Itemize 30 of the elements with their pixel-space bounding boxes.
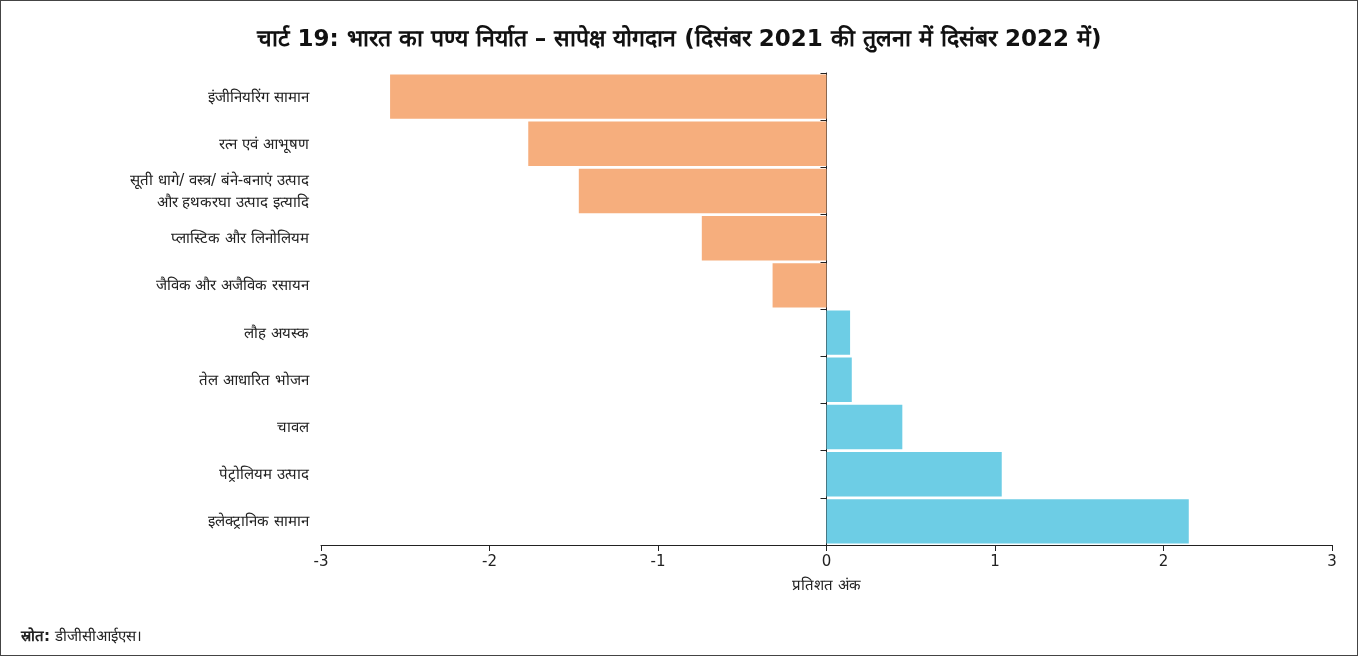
bar	[701, 216, 827, 261]
chart-title: चार्ट 19: भारत का पण्य निर्यात – सापेक्ष योगदान (दिसंबर 2021 की तुलना में दिसंबर 2022 में)	[255, 23, 1102, 53]
y-tick-label: इलेक्ट्रानिक सामान	[208, 512, 310, 531]
bar	[390, 74, 827, 119]
x-tick-label: 2	[1158, 551, 1169, 570]
y-tick-label: पेट्रोलियम उत्पाद	[219, 465, 310, 484]
x-tick-label: 3	[1327, 551, 1337, 570]
bar	[578, 168, 827, 214]
text: स्रोत: डीजीसीआईएस।	[20, 626, 142, 645]
y-tick-label: रत्न एवं आभूषण	[219, 134, 310, 154]
bar	[826, 310, 851, 355]
y-tick-label: चावल	[277, 418, 310, 436]
bar	[826, 499, 1189, 544]
x-axis-title: प्रतिशत अंक	[792, 575, 861, 594]
y-tick-label: जैविक और अजैविक रसायन	[155, 276, 310, 295]
bar	[826, 357, 852, 402]
x-tick-label: -1	[650, 551, 666, 570]
x-tick-label: -2	[482, 551, 497, 570]
x-tick-label: 0	[821, 551, 832, 570]
bar	[826, 452, 1002, 497]
y-tick-label: सूती धागे/ वस्त्र/ बंने-बनाएं उत्पाद और हथकरघा उत्पाद इत्यादि	[130, 171, 310, 211]
y-tick-label: प्लास्टिक और लिनोलियम	[171, 229, 310, 248]
y-tick-label: इंजीनियरिंग सामान	[208, 87, 310, 106]
y-tick-label: तेल आधारित भोजन	[199, 370, 310, 389]
bar	[528, 121, 827, 166]
x-tick-label: 1	[990, 551, 1000, 570]
bar	[826, 404, 903, 450]
x-tick-label: -3	[313, 551, 329, 570]
y-tick-label: लौह अयस्क	[244, 323, 309, 342]
bar	[772, 263, 827, 308]
